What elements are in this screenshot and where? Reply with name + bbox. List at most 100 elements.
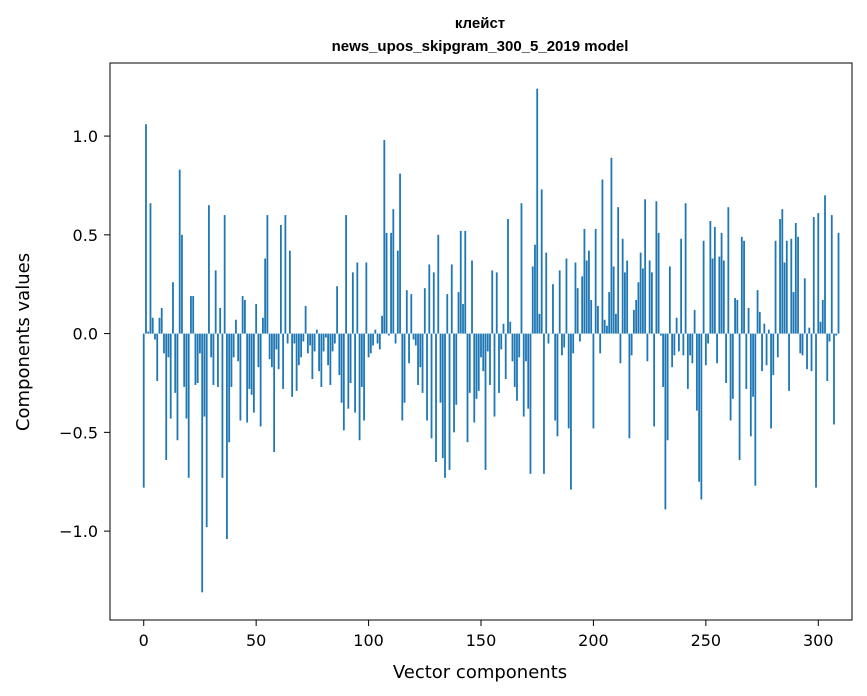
bar [709,221,712,334]
bar [502,323,505,334]
bar [579,333,581,342]
bar [581,276,584,334]
bar [833,333,835,425]
bar [792,292,795,334]
bar [740,236,743,334]
bar [655,201,658,334]
bar [561,333,563,356]
bar [176,333,179,441]
bar [300,333,303,358]
bar [336,286,338,334]
bar [151,317,154,334]
bar [466,333,469,443]
bar [824,195,826,334]
bar [365,262,368,334]
x-tick-label: 200 [578,631,609,650]
bar [821,300,824,334]
bar [628,333,631,439]
bar [412,333,415,340]
bar [731,333,734,399]
bar [185,333,188,419]
bar [738,333,741,461]
bar [309,333,312,346]
bar [455,333,458,405]
bar [383,140,386,334]
bar [781,209,784,334]
bar [547,333,550,344]
bar [729,333,732,421]
bar [749,333,752,437]
bar [372,333,374,346]
bar [208,205,210,334]
bar [264,258,267,334]
bar [462,303,464,334]
bar [837,232,840,334]
bar [405,290,408,334]
bar [320,333,323,387]
bar [585,260,588,334]
bar [444,333,446,478]
bar [583,228,586,334]
bar [374,329,377,334]
bar [268,333,271,360]
bar [538,313,541,334]
bar [633,309,635,334]
bar [668,266,671,334]
bar [747,307,750,334]
bar [192,296,195,334]
bar [167,333,170,358]
bar [572,333,575,354]
bar [511,333,514,362]
bar [545,252,548,334]
bar [279,224,282,334]
bar [277,333,280,370]
bar [574,262,577,334]
bar [248,333,251,389]
bar [621,238,624,334]
bar [610,157,613,334]
bar [340,333,343,403]
bar [165,333,168,461]
bar [828,333,831,342]
bar [473,333,476,423]
bar [770,333,772,429]
bar [774,240,777,334]
bar [808,327,811,334]
bar [513,333,516,387]
bar [387,333,390,336]
bar [648,260,651,334]
bar [217,333,219,387]
bar [253,333,255,413]
bar [570,333,572,490]
bar [641,268,644,334]
bar [358,333,361,441]
bar [675,317,678,334]
bar [435,333,437,462]
bar [788,333,790,391]
bar [482,333,485,372]
bar [257,333,260,368]
bar [394,333,397,344]
bar [491,270,494,334]
bar [594,228,597,334]
bar [826,333,829,381]
bar [507,219,509,334]
bar [270,333,273,368]
bar [345,215,347,334]
bar [671,333,674,368]
bar [653,333,656,427]
bar [196,333,199,383]
bar [772,333,775,376]
bar [644,199,647,334]
bar [743,240,745,334]
bar [797,236,799,334]
bar [486,333,489,352]
bar [453,333,455,433]
bar [815,333,817,488]
bar [259,333,262,427]
bar [385,232,388,334]
bar [149,203,152,334]
bar [408,333,410,364]
bar [707,333,709,344]
